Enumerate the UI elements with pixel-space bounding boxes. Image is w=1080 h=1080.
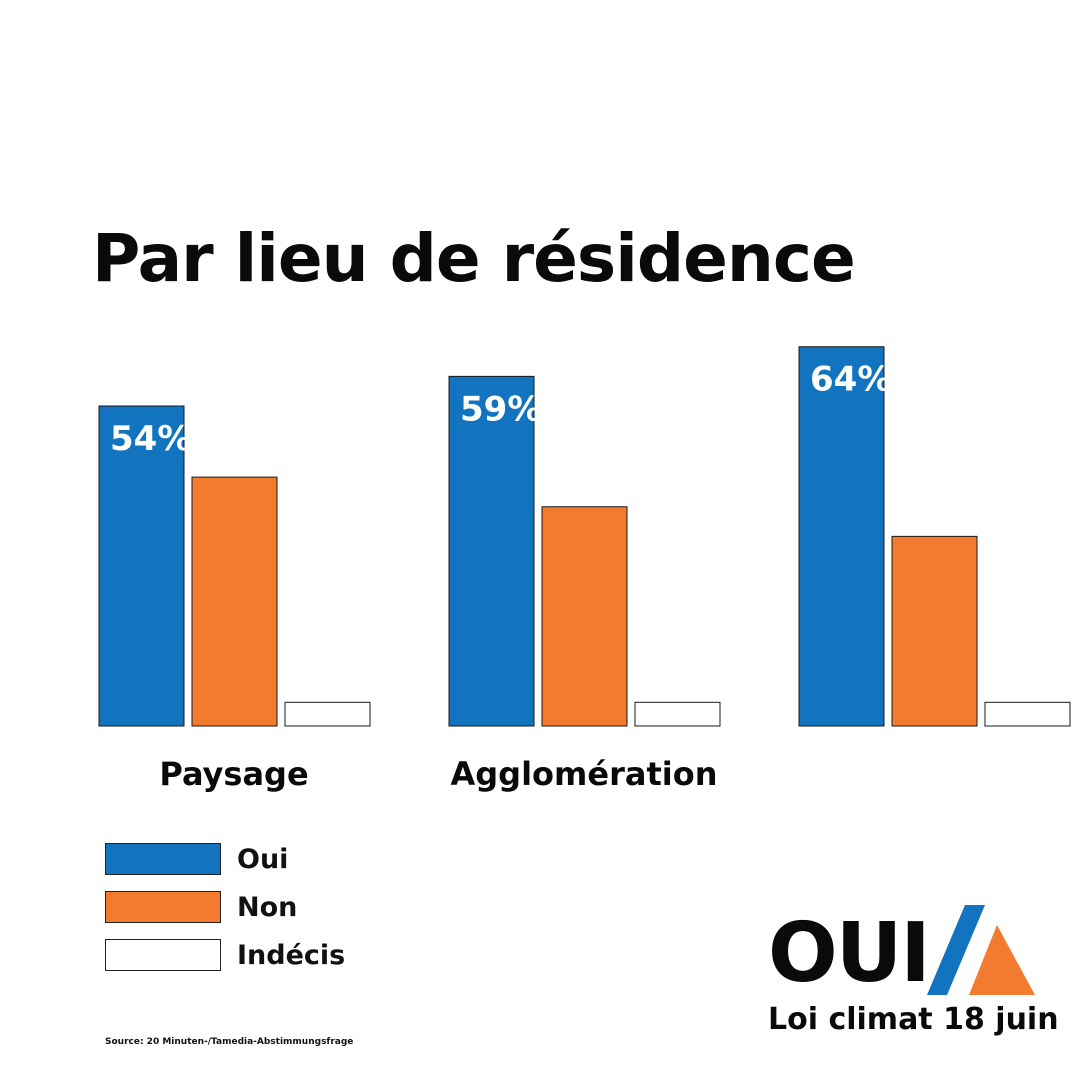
- data-label-oui-3: 64%: [810, 360, 891, 400]
- bar-non-3: [891, 535, 978, 727]
- bar-group-1: [98, 405, 371, 727]
- legend-label-indecis: Indécis: [237, 939, 346, 971]
- legend-item-oui: Oui: [105, 842, 345, 876]
- legend-swatch-oui: [105, 843, 221, 875]
- bar-oui-3: [798, 346, 885, 727]
- bar-oui-2: [448, 375, 535, 727]
- logo-subtitle: Loi climat 18 juin: [768, 1002, 1059, 1037]
- chart-title: Par lieu de résidence: [92, 220, 856, 297]
- bar-group-2: [448, 375, 721, 727]
- bar-non-2: [541, 506, 628, 727]
- bar-oui-1: [98, 405, 185, 727]
- bar-group-3: [798, 346, 1071, 727]
- legend-item-indecis: Indécis: [105, 938, 345, 972]
- legend-label-oui: Oui: [237, 843, 289, 875]
- logo-word: OUI: [768, 906, 931, 1001]
- legend-swatch-indecis: [105, 939, 221, 971]
- oui-logo: OUI Loi climat 18 juin: [765, 903, 1059, 1038]
- bar-indecis-2: [634, 701, 721, 727]
- source-note: Source: 20 Minuten-/Tamedia-Abstimmungsf…: [105, 1037, 354, 1046]
- bar-indecis-3: [984, 701, 1071, 727]
- bar-non-1: [191, 476, 278, 727]
- data-label-oui-2: 59%: [460, 389, 541, 429]
- category-label-2: Agglomération: [451, 755, 718, 793]
- category-label-1: Paysage: [159, 755, 308, 793]
- legend-swatch-non: [105, 891, 221, 923]
- mountain-logo-icon: [927, 905, 1035, 995]
- legend-label-non: Non: [237, 891, 298, 923]
- legend: Oui Non Indécis: [105, 842, 345, 986]
- data-label-oui-1: 54%: [110, 419, 191, 459]
- bar-indecis-1: [284, 701, 371, 727]
- legend-item-non: Non: [105, 890, 345, 924]
